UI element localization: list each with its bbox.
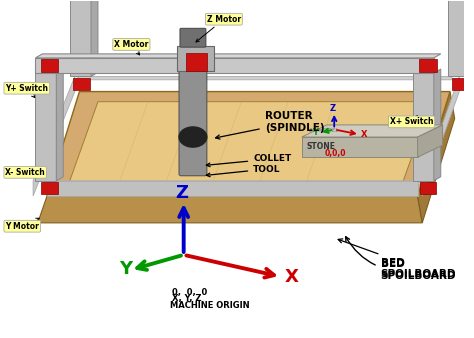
Circle shape	[179, 127, 207, 147]
Text: BED
SPOILBOARD: BED SPOILBOARD	[338, 239, 456, 279]
Polygon shape	[469, 0, 474, 76]
Polygon shape	[448, 0, 469, 76]
Polygon shape	[434, 69, 441, 181]
Text: STONE: STONE	[306, 142, 336, 151]
Text: Y: Y	[312, 128, 318, 137]
Polygon shape	[56, 69, 63, 181]
Text: X+ Switch: X+ Switch	[390, 116, 433, 126]
Text: Y: Y	[119, 260, 132, 279]
FancyBboxPatch shape	[41, 59, 58, 72]
FancyBboxPatch shape	[419, 59, 437, 72]
Text: Y Motor: Y Motor	[5, 218, 39, 231]
Text: BED
SPOILBOARD: BED SPOILBOARD	[346, 237, 456, 281]
Text: 0,0,0: 0,0,0	[325, 148, 346, 158]
Text: X: X	[285, 268, 299, 286]
Polygon shape	[413, 73, 434, 181]
Text: X Motor: X Motor	[114, 40, 148, 55]
Text: TOOL: TOOL	[206, 165, 281, 177]
Polygon shape	[36, 73, 56, 181]
FancyBboxPatch shape	[452, 78, 469, 90]
Text: 3D MODEL: 3D MODEL	[309, 128, 338, 134]
Polygon shape	[422, 76, 459, 196]
FancyBboxPatch shape	[179, 49, 207, 176]
Polygon shape	[91, 0, 98, 76]
Polygon shape	[42, 181, 422, 184]
Text: Z: Z	[329, 104, 336, 113]
Polygon shape	[302, 125, 443, 137]
Polygon shape	[65, 102, 431, 193]
Polygon shape	[186, 53, 207, 71]
Polygon shape	[418, 125, 443, 157]
Text: Z: Z	[175, 184, 188, 201]
Polygon shape	[302, 137, 418, 157]
FancyBboxPatch shape	[73, 78, 90, 90]
Text: X- Switch: X- Switch	[5, 168, 45, 177]
Text: X: X	[361, 130, 368, 139]
Polygon shape	[36, 54, 441, 58]
Text: 0,  0,  0: 0, 0, 0	[172, 288, 207, 297]
Text: X, Y, Z: X, Y, Z	[172, 294, 201, 303]
Text: Y+ Switch: Y+ Switch	[5, 84, 48, 97]
Text: COLLET: COLLET	[206, 154, 292, 167]
FancyBboxPatch shape	[177, 46, 214, 71]
Polygon shape	[47, 92, 450, 196]
FancyBboxPatch shape	[180, 28, 206, 47]
FancyBboxPatch shape	[419, 182, 437, 194]
Polygon shape	[75, 76, 455, 80]
FancyBboxPatch shape	[41, 182, 58, 194]
Polygon shape	[70, 0, 91, 76]
Text: ROUTER
(SPINDLE): ROUTER (SPINDLE)	[216, 111, 324, 139]
Polygon shape	[33, 76, 75, 196]
Polygon shape	[47, 181, 418, 196]
Polygon shape	[38, 196, 422, 223]
Polygon shape	[418, 92, 455, 223]
Polygon shape	[36, 58, 434, 73]
Text: Z Motor: Z Motor	[196, 15, 241, 42]
Text: MACHINE ORIGIN: MACHINE ORIGIN	[170, 301, 249, 310]
